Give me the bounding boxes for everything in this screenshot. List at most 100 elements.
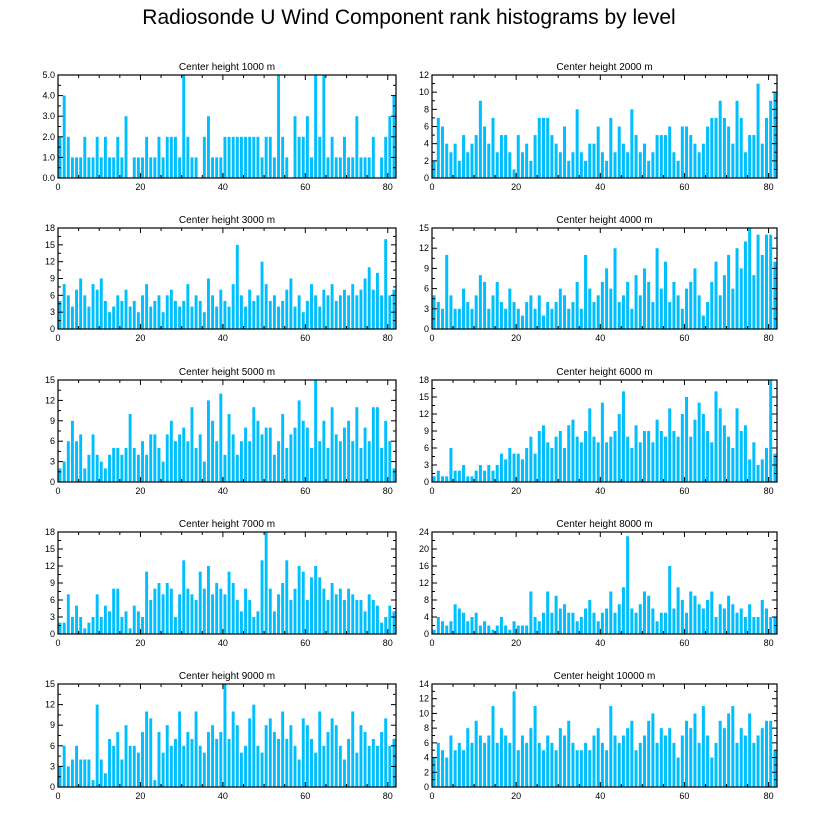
histogram-bar	[546, 302, 550, 329]
histogram-bar	[478, 625, 482, 634]
histogram-bar	[520, 625, 524, 634]
histogram-bar	[149, 306, 153, 329]
histogram-bar	[567, 160, 571, 178]
histogram-bar	[512, 302, 516, 329]
histogram-bar	[264, 284, 268, 329]
histogram-bar	[495, 281, 499, 329]
histogram-bar	[264, 427, 268, 482]
histogram-bar	[351, 711, 355, 787]
histogram-bar	[462, 612, 466, 634]
histogram-bar	[516, 308, 520, 329]
histogram-bar	[198, 434, 202, 482]
histogram-bar	[124, 448, 128, 482]
x-tick-label: 60	[679, 333, 689, 343]
histogram-bar	[554, 595, 558, 634]
histogram-bar	[739, 268, 743, 329]
histogram-bar	[722, 608, 726, 634]
x-tick-label: 40	[218, 333, 228, 343]
histogram-bar	[638, 742, 642, 787]
histogram-bar	[756, 617, 760, 634]
histogram-bar	[630, 308, 634, 329]
histogram-bar	[525, 742, 529, 787]
y-tick-label: 0	[50, 629, 55, 639]
histogram-bar	[206, 400, 210, 482]
histogram-bar	[672, 608, 676, 634]
histogram-bar	[190, 594, 194, 634]
x-tick-label: 40	[595, 333, 605, 343]
histogram-bar	[198, 571, 202, 634]
histogram-bar	[735, 100, 739, 178]
histogram-bar	[491, 117, 495, 178]
histogram-bar	[375, 605, 379, 634]
histogram-bar	[128, 628, 132, 634]
histogram-bar	[186, 441, 190, 482]
histogram-bar	[680, 308, 684, 329]
histogram-bar	[445, 143, 449, 178]
histogram-bar	[642, 735, 646, 787]
histogram-bar	[613, 612, 617, 634]
histogram-bar	[211, 157, 215, 178]
x-tick-label: 0	[55, 638, 60, 648]
histogram-bar	[449, 448, 453, 482]
histogram-bar	[466, 476, 470, 482]
histogram-bar	[508, 448, 512, 482]
histogram-bar	[211, 594, 215, 634]
histogram-bar	[145, 454, 149, 482]
histogram-bar	[91, 157, 95, 178]
histogram-bar	[605, 608, 609, 634]
histogram-bar	[305, 116, 309, 178]
histogram-bar	[108, 611, 111, 634]
histogram-bar	[512, 621, 516, 634]
histogram-bar	[752, 742, 756, 787]
histogram-bar	[739, 728, 743, 787]
histogram-bar	[91, 780, 95, 787]
histogram-bar	[223, 136, 227, 178]
x-tick-label: 20	[511, 182, 521, 192]
histogram-bar	[244, 745, 248, 787]
histogram-bar	[239, 752, 243, 787]
histogram-bar	[145, 571, 149, 634]
histogram-bar	[355, 407, 359, 482]
histogram-bar	[499, 453, 503, 482]
histogram-bar	[718, 604, 722, 634]
histogram-bar	[367, 441, 371, 482]
histogram-bar	[533, 308, 537, 329]
histogram-bar	[462, 135, 466, 178]
histogram-bar	[436, 617, 440, 634]
histogram-bar	[186, 732, 190, 787]
histogram-bar	[334, 725, 338, 787]
histogram-bar	[178, 711, 182, 787]
histogram-bar	[764, 234, 768, 329]
histogram-bar	[647, 431, 651, 482]
histogram-bar	[87, 759, 91, 787]
histogram-bar	[571, 612, 575, 634]
histogram-bar	[112, 588, 116, 634]
histogram-bar	[343, 600, 346, 634]
histogram-bar	[743, 735, 747, 787]
histogram-bar	[478, 275, 482, 329]
panel-title: Center height 1000 m	[179, 62, 275, 73]
histogram-bar	[256, 611, 260, 634]
histogram-bar	[626, 281, 630, 329]
histogram-bar	[161, 312, 165, 329]
histogram-bar	[87, 622, 91, 634]
histogram-bar	[206, 116, 210, 178]
x-tick-label: 0	[55, 182, 60, 192]
histogram-bar	[659, 728, 663, 787]
histogram-bar	[108, 157, 111, 178]
histogram-bar	[743, 617, 747, 634]
histogram-bar	[592, 143, 596, 178]
histogram-bar	[760, 728, 764, 787]
histogram-bar	[281, 414, 285, 482]
histogram-bar	[338, 441, 342, 482]
histogram-bar	[95, 704, 99, 787]
histogram-bar	[659, 288, 663, 329]
histogram-bar	[706, 431, 710, 482]
histogram-bar	[141, 732, 144, 787]
histogram-bar	[318, 711, 322, 787]
histogram-bar	[153, 300, 157, 329]
histogram-bar	[588, 408, 592, 482]
histogram-bar	[697, 295, 701, 329]
histogram-bar	[701, 706, 705, 787]
